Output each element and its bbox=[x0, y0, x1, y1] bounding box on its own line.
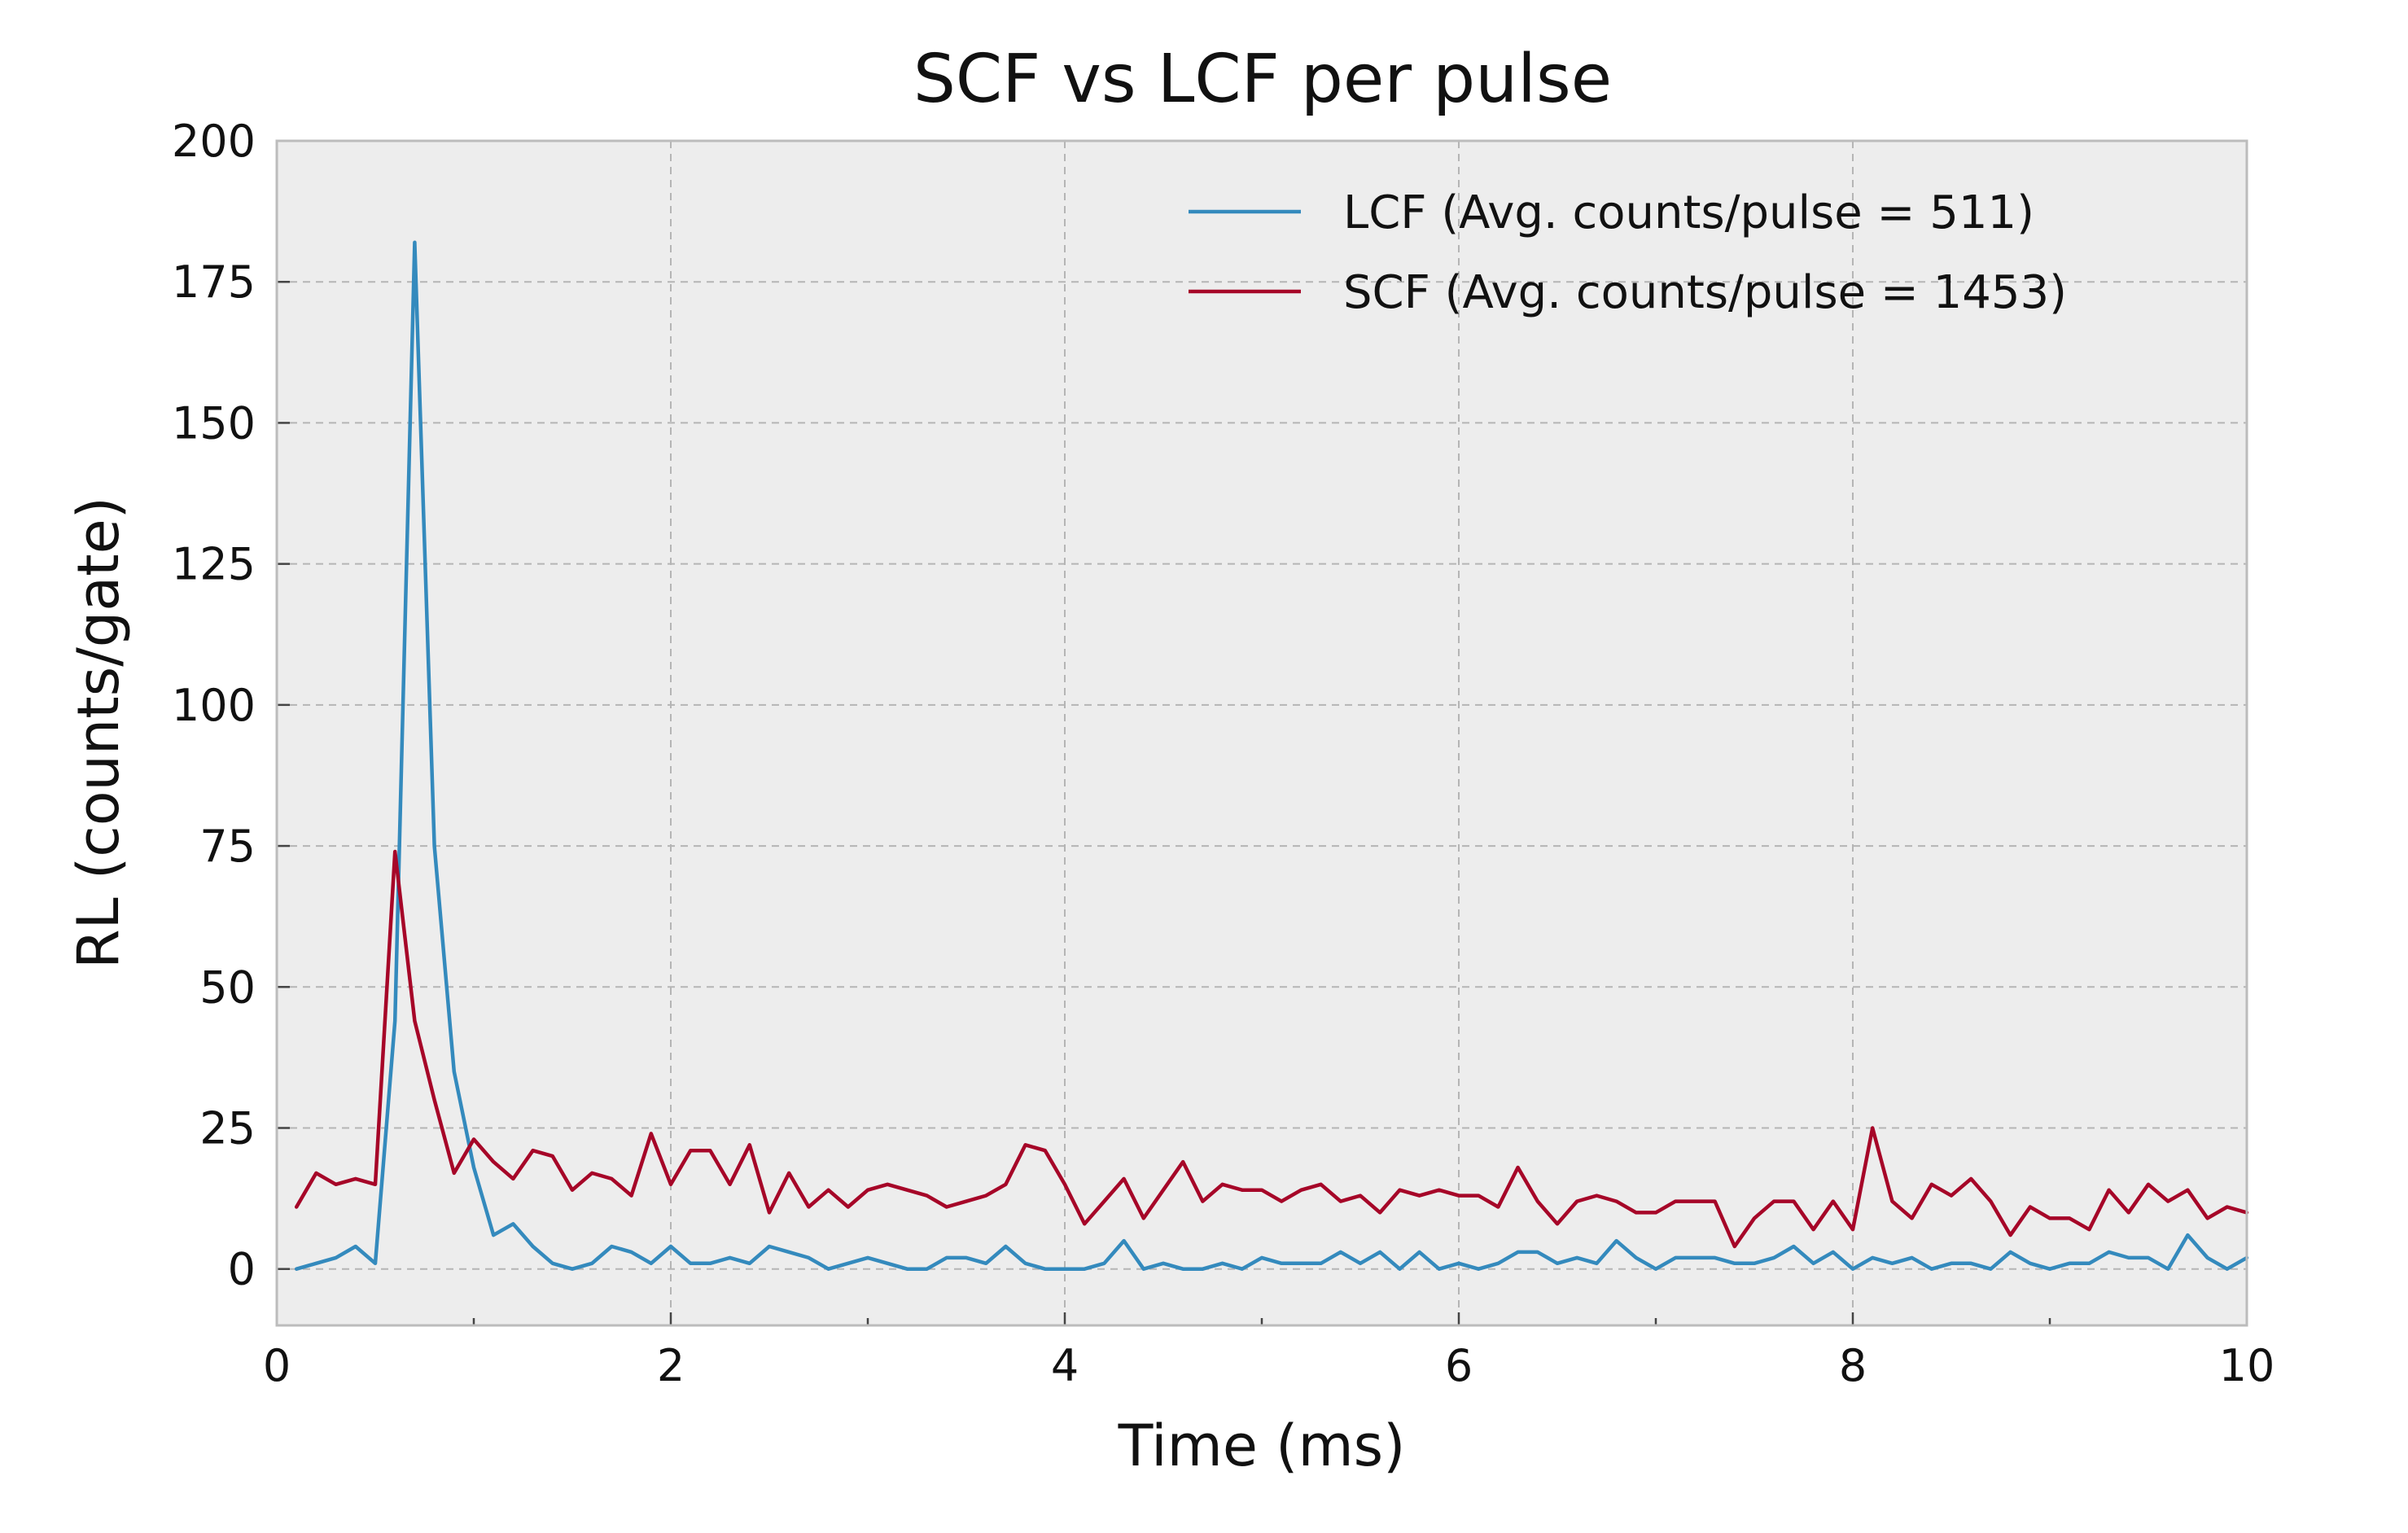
chart-title: SCF vs LCF per pulse bbox=[913, 41, 1612, 118]
series-line-lcf bbox=[294, 240, 2249, 1271]
y-tick-label: 25 bbox=[199, 1103, 256, 1154]
y-tick-label: 125 bbox=[172, 539, 256, 590]
x-tick-label: 8 bbox=[1839, 1340, 1867, 1391]
y-tick-label: 200 bbox=[172, 116, 256, 167]
y-tick-label: 100 bbox=[172, 680, 256, 731]
gridlines bbox=[277, 141, 2247, 1325]
legend-label-scf: SCF (Avg. counts/pulse = 1453) bbox=[1343, 266, 2067, 319]
x-tick-label: 0 bbox=[263, 1340, 291, 1391]
x-tick-label: 2 bbox=[657, 1340, 685, 1391]
series-lines bbox=[294, 240, 2249, 1271]
legend: LCF (Avg. counts/pulse = 511) SCF (Avg. … bbox=[1189, 186, 2067, 319]
y-tick-label: 175 bbox=[172, 256, 256, 308]
plot-frame bbox=[275, 139, 2248, 1327]
x-axis-label: Time (ms) bbox=[1118, 1413, 1406, 1479]
y-tick-label: 0 bbox=[228, 1244, 256, 1295]
y-axis-label: RL (counts/gate) bbox=[65, 497, 132, 969]
x-tick-label: 4 bbox=[1051, 1340, 1079, 1391]
legend-label-lcf: LCF (Avg. counts/pulse = 511) bbox=[1343, 186, 2034, 239]
y-tick-label: 75 bbox=[199, 821, 256, 872]
series-line-scf bbox=[294, 849, 2249, 1249]
x-tick-label: 6 bbox=[1445, 1340, 1473, 1391]
y-tick-label: 50 bbox=[199, 961, 256, 1013]
x-tick-label: 10 bbox=[2219, 1340, 2275, 1391]
y-tick-label: 150 bbox=[172, 397, 256, 449]
